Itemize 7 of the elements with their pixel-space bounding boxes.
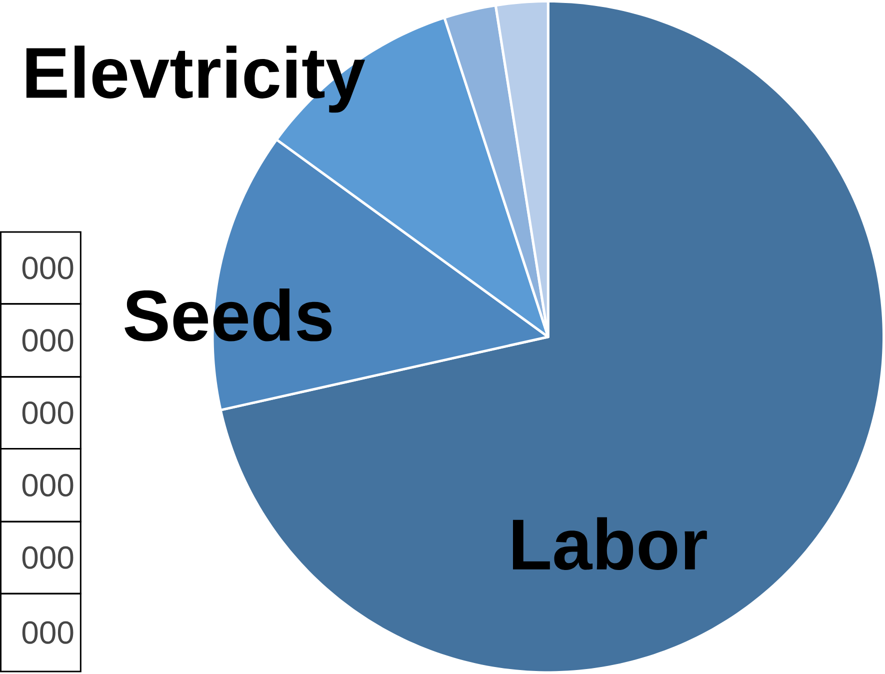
text: 000	[22, 621, 74, 644]
text: 000	[22, 256, 74, 280]
text: 000	[22, 474, 74, 497]
text: 000	[22, 546, 74, 570]
text: 000	[22, 329, 74, 352]
slice-label: Labor	[512, 517, 707, 570]
text: 000	[22, 402, 74, 424]
